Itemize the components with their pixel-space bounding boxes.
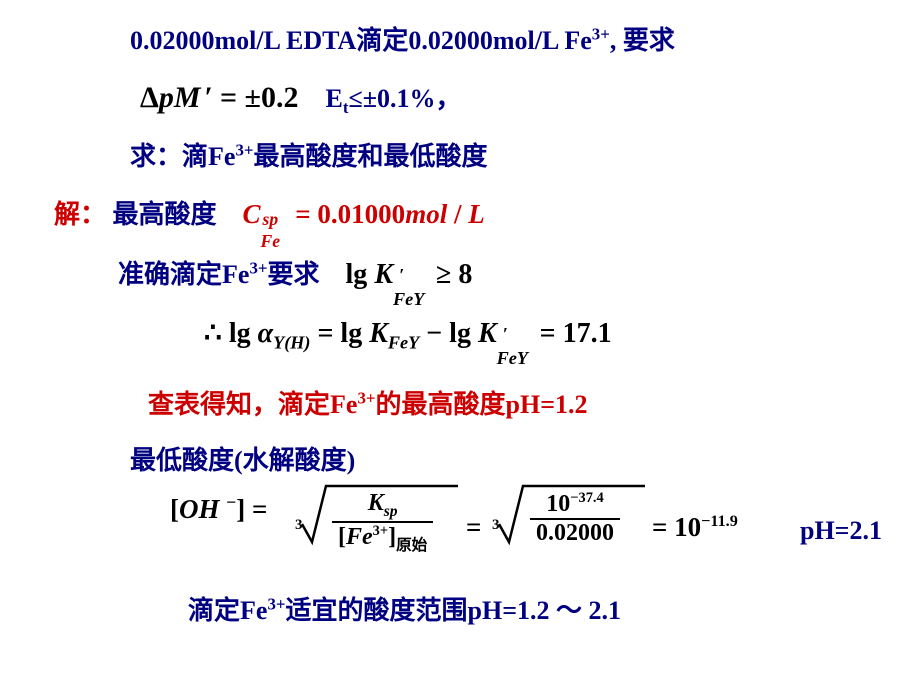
conclusion: 滴定Fe3+适宜的酸度范围pH=1.2 ～ 2.1 xyxy=(188,590,621,627)
txt: 0.02000mol/L EDTA xyxy=(130,26,356,55)
result-eq4: = 10−11.9 xyxy=(652,512,738,543)
prefix: 解： xyxy=(54,200,106,229)
equals1: = xyxy=(466,512,481,543)
sup: 3+ xyxy=(235,140,253,159)
equation-4: [OH −] = xyxy=(170,492,267,525)
equation-3: ∴ lg αY(H) = lg KFeY − lg K′FeY = 17.1 xyxy=(204,316,612,354)
txt: 适宜的酸度范围pH=1.2 ～ 2.1 xyxy=(286,596,622,625)
sup: 3+ xyxy=(249,258,267,277)
txt: 准确滴定Fe3+要求 xyxy=(118,260,326,289)
txt: 滴定 xyxy=(356,26,408,55)
problem-line3: 求：滴Fe3+最高酸度和最低酸度 xyxy=(130,136,488,173)
txt: 求：滴Fe xyxy=(130,142,235,171)
txt: 最高酸度 xyxy=(113,200,217,229)
sup: 3+ xyxy=(267,594,285,613)
equation: CspFe = 0.01000mol / L xyxy=(243,199,485,229)
txt: 的最高酸度pH=1.2 xyxy=(376,390,588,419)
problem-line1: 0.02000mol/L EDTA滴定0.02000mol/L Fe3+, 要求 xyxy=(130,20,675,57)
solution-line1: 解： 最高酸度 CspFe = 0.01000mol / L xyxy=(54,194,485,231)
solution-line2: 准确滴定Fe3+要求 lg K′FeY ≥ 8 xyxy=(118,254,472,291)
equation: ΔpM ′ = ±0.2 xyxy=(140,81,306,114)
txt: 准确滴定Fe xyxy=(118,260,249,289)
frac1: Ksp [Fe3+]原始 xyxy=(332,490,433,555)
txt: Et≤±0.1%， xyxy=(326,84,462,113)
txt: 最高酸度和最低酸度 xyxy=(254,142,488,171)
solution-line5: 最低酸度(水解酸度) xyxy=(130,440,355,477)
txt: ≤±0.1%， xyxy=(348,84,461,113)
txt: E xyxy=(326,84,343,113)
frac2: 10−37.4 0.02000 xyxy=(530,490,620,547)
solution-line4: 查表得知，滴定Fe3+的最高酸度pH=1.2 xyxy=(148,384,588,421)
txt: , 要求 xyxy=(610,26,675,55)
equation: lg K′FeY ≥ 8 xyxy=(346,259,473,290)
sup: 3+ xyxy=(592,24,610,43)
txt: 0.02000mol/L Fe xyxy=(408,26,591,55)
ph-result: pH=2.1 xyxy=(800,516,882,546)
sup: 3+ xyxy=(357,388,375,407)
txt: 要求 xyxy=(268,260,320,289)
problem-line2: ΔpM ′ = ±0.2 Et≤±0.1%， xyxy=(140,78,462,118)
txt: 查表得知，滴定Fe xyxy=(148,390,357,419)
txt: 滴定Fe xyxy=(188,596,267,625)
